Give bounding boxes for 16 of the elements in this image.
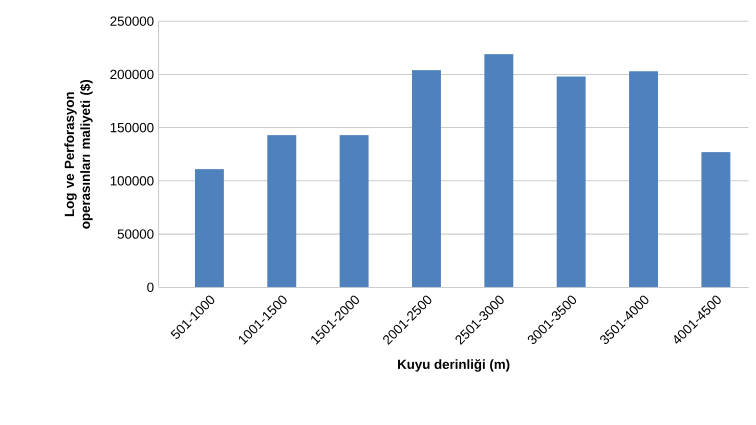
y-tick-label: 250000 (110, 16, 154, 26)
bar (194, 169, 224, 288)
bar (701, 152, 730, 288)
bar (484, 54, 514, 288)
y-tick-label: 150000 (110, 122, 154, 132)
y-tick-label: 50000 (118, 229, 154, 239)
y-axis-title: Log ve Perforasyon operasınları maliyeti ($) (64, 80, 93, 229)
bar (629, 71, 658, 288)
y-tick-label: 200000 (110, 70, 154, 79)
y-tick-label: 0 (147, 282, 154, 292)
x-axis-title: Kuyu derinliği (m) (398, 358, 510, 372)
bar (340, 134, 369, 288)
bar (412, 70, 441, 288)
bar (267, 134, 296, 288)
bar (556, 76, 586, 288)
y-tick-label: 100000 (110, 176, 154, 186)
